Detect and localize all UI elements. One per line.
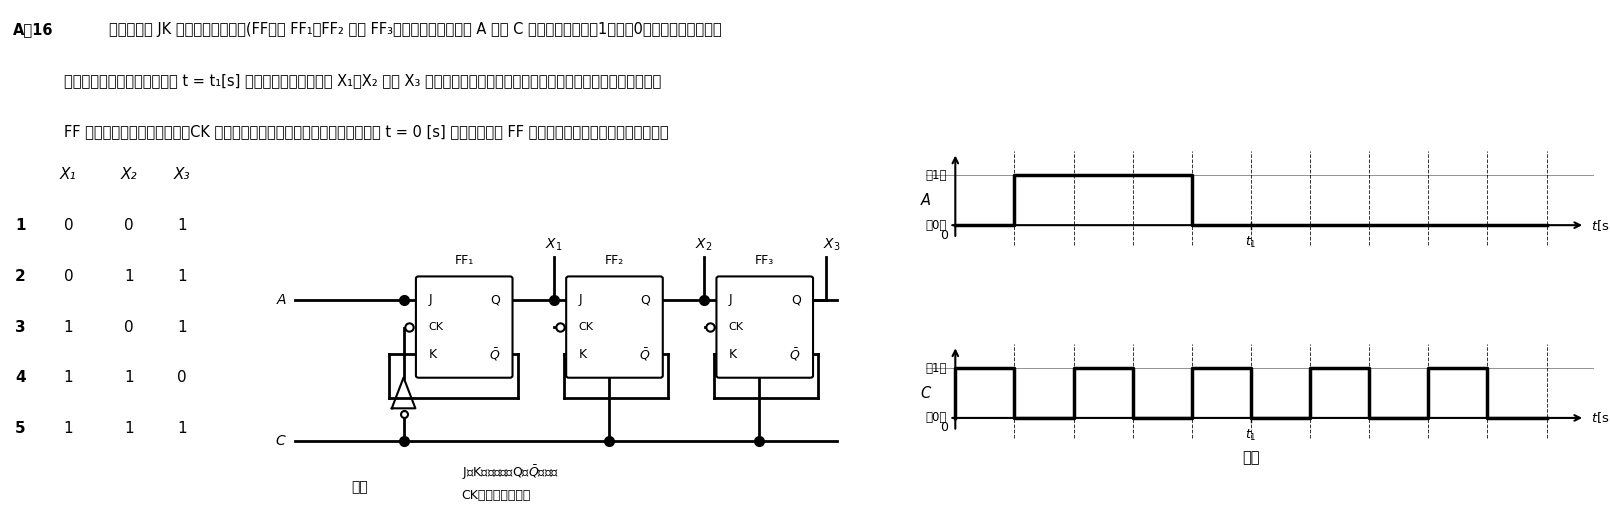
Text: 1: 1: [177, 320, 187, 334]
Text: FF はエッジトリガ形であり、CK 入力の立ち下がりで動作する。また、時間 t = 0 [s] ではすべての FF はリセットされているものとする。: FF はエッジトリガ形であり、CK 入力の立ち下がりで動作する。また、時間 t …: [64, 124, 670, 139]
Text: $\bar{Q}$: $\bar{Q}$: [489, 346, 501, 363]
Text: $t$[s]: $t$[s]: [1591, 411, 1610, 426]
Text: 0: 0: [124, 218, 134, 233]
Text: 「0」: 「0」: [926, 412, 947, 425]
FancyBboxPatch shape: [716, 277, 813, 378]
Text: $A$: $A$: [275, 293, 287, 307]
Text: 0: 0: [940, 229, 948, 242]
Text: CK: CK: [578, 322, 594, 332]
Text: X₃: X₃: [174, 167, 190, 182]
Text: K: K: [428, 348, 436, 361]
Text: $C$: $C$: [919, 385, 932, 401]
Text: $A$: $A$: [919, 192, 932, 208]
Text: $t_1$: $t_1$: [1245, 235, 1257, 250]
Text: 0: 0: [177, 370, 187, 386]
Text: J: J: [729, 293, 733, 306]
FancyBboxPatch shape: [567, 277, 663, 378]
Text: $\bar{Q}$: $\bar{Q}$: [639, 346, 650, 363]
Text: 「1」: 「1」: [924, 362, 947, 375]
Text: 「1」: 「1」: [924, 169, 947, 182]
Text: 図２: 図２: [1243, 451, 1259, 466]
Text: 2: 2: [14, 269, 26, 284]
Text: 4: 4: [14, 370, 26, 386]
Text: 1: 1: [177, 269, 187, 284]
Text: $X_2$: $X_2$: [696, 237, 713, 253]
Text: 1: 1: [64, 421, 72, 436]
Text: 図１に示す JK フリップフロップ(FF）の FF₁、FF₂ 及び FF₃を用いた回路の入力 A 及び C に、図２に示す「1」、「0」のデジタル信号を: 図１に示す JK フリップフロップ(FF）の FF₁、FF₂ 及び FF₃を用い…: [109, 22, 723, 37]
Text: Q: Q: [491, 293, 501, 306]
Text: 5: 5: [14, 421, 26, 436]
Text: 0: 0: [64, 218, 72, 233]
Text: 1: 1: [64, 320, 72, 334]
Text: K: K: [729, 348, 737, 361]
Text: A－16: A－16: [13, 22, 53, 37]
Text: CK: CK: [729, 322, 744, 332]
Text: 1: 1: [64, 370, 72, 386]
Text: J、K：入力　　Q、$\bar{Q}$：出力: J、K：入力 Q、$\bar{Q}$：出力: [462, 464, 559, 482]
Text: FF₁: FF₁: [454, 254, 473, 267]
Text: FF₂: FF₂: [605, 254, 625, 267]
Text: 1: 1: [177, 218, 187, 233]
Text: $t_1$: $t_1$: [1245, 428, 1257, 443]
Text: 0: 0: [64, 269, 72, 284]
Text: $X_1$: $X_1$: [546, 237, 562, 253]
Text: J: J: [428, 293, 431, 306]
Text: CK: CK: [428, 322, 443, 332]
Text: それぞれ入力したとき、時間 t = t₁[s] におけるデジタル出力 X₁、X₂ 及び X₃ の組合せとして、正しいものを下の番号から選べ。ただし、: それぞれ入力したとき、時間 t = t₁[s] におけるデジタル出力 X₁、X₂…: [64, 73, 662, 88]
Text: 1: 1: [124, 421, 134, 436]
Text: 1: 1: [177, 421, 187, 436]
Text: 図１: 図１: [351, 480, 369, 494]
Text: FF₃: FF₃: [755, 254, 774, 267]
Text: 1: 1: [14, 218, 26, 233]
Text: 1: 1: [124, 370, 134, 386]
Text: 0: 0: [124, 320, 134, 334]
Text: J: J: [578, 293, 583, 306]
Text: 3: 3: [14, 320, 26, 334]
Text: $\bar{Q}$: $\bar{Q}$: [789, 346, 800, 363]
Text: Q: Q: [791, 293, 800, 306]
Text: Q: Q: [641, 293, 650, 306]
Text: 「0」: 「0」: [926, 219, 947, 232]
Text: 0: 0: [940, 421, 948, 435]
Text: K: K: [578, 348, 586, 361]
FancyBboxPatch shape: [415, 277, 512, 378]
Text: X₁: X₁: [60, 167, 77, 182]
Text: $t$[s]: $t$[s]: [1591, 218, 1610, 233]
Text: X₂: X₂: [121, 167, 137, 182]
Text: 1: 1: [124, 269, 134, 284]
Text: CK：クロック入力: CK：クロック入力: [462, 489, 531, 502]
Text: $C$: $C$: [275, 433, 287, 448]
Text: $X_3$: $X_3$: [823, 237, 840, 253]
